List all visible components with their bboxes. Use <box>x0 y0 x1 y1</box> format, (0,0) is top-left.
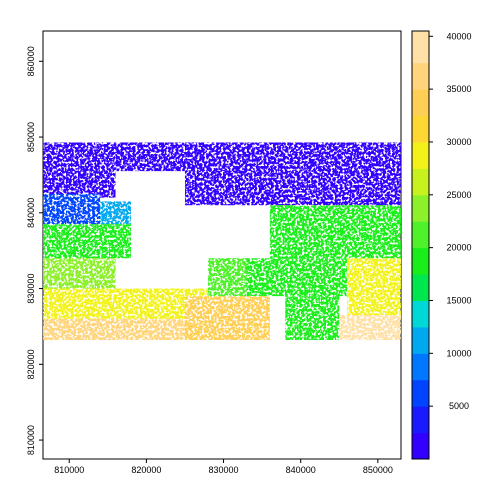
raster-region <box>43 142 116 198</box>
raster-region <box>43 258 116 289</box>
legend-color-band <box>412 115 429 143</box>
raster-region <box>43 193 101 225</box>
raster-region <box>100 201 131 225</box>
legend-tick-label: 5000 <box>449 401 469 411</box>
legend-color-band <box>412 221 429 249</box>
x-tick-label: 850000 <box>363 465 393 475</box>
legend-color-band <box>412 353 429 381</box>
x-axis: 810000 820000 830000 840000 850000 <box>54 459 393 475</box>
y-axis: 810000 820000 830000 840000 850000 860000 <box>26 46 43 455</box>
raster-region <box>285 296 340 341</box>
legend-color-band <box>412 300 429 328</box>
raster-layer <box>43 142 401 341</box>
legend-color-band <box>412 247 429 275</box>
legend-color-band <box>412 379 429 407</box>
legend-tick-label: 20000 <box>446 243 471 253</box>
legend-color-band <box>412 141 429 169</box>
raster-region <box>208 258 247 297</box>
legend-color-band <box>412 89 429 117</box>
raster-region <box>269 205 401 259</box>
legend-color-band <box>412 406 429 434</box>
legend-tick-label: 10000 <box>446 348 471 358</box>
y-tick-label: 840000 <box>26 198 36 228</box>
raster-region <box>339 315 401 341</box>
raster-region <box>184 142 401 206</box>
raster-region <box>43 224 131 259</box>
y-tick-label: 850000 <box>26 122 36 152</box>
legend-tick-label: 40000 <box>446 31 471 41</box>
raster-region <box>346 258 401 316</box>
legend-color-band <box>412 62 429 90</box>
legend-tick-label: 15000 <box>446 295 471 305</box>
raster-region <box>43 318 193 341</box>
y-tick-label: 810000 <box>26 425 36 455</box>
x-tick-label: 840000 <box>286 465 316 475</box>
x-tick-label: 810000 <box>54 465 84 475</box>
legend-color-band <box>412 274 429 301</box>
x-tick-label: 820000 <box>131 465 161 475</box>
legend-color-band <box>412 168 429 196</box>
x-tick-label: 830000 <box>209 465 239 475</box>
raster-region <box>184 296 270 341</box>
legend-color-band <box>412 194 429 222</box>
legend-color-band <box>412 326 429 354</box>
legend: 5000 10000 15000 20000 25000 30000 35000 40000 <box>411 30 472 460</box>
legend-tick-label: 35000 <box>446 84 471 94</box>
y-tick-label: 820000 <box>26 349 36 379</box>
legend-frame <box>411 30 430 460</box>
legend-color-band <box>412 31 429 64</box>
legend-tick-label: 25000 <box>446 190 471 200</box>
legend-tick-label: 30000 <box>446 137 471 147</box>
y-tick-label: 860000 <box>26 46 36 76</box>
legend-color-band <box>412 432 429 460</box>
y-tick-label: 830000 <box>26 274 36 304</box>
